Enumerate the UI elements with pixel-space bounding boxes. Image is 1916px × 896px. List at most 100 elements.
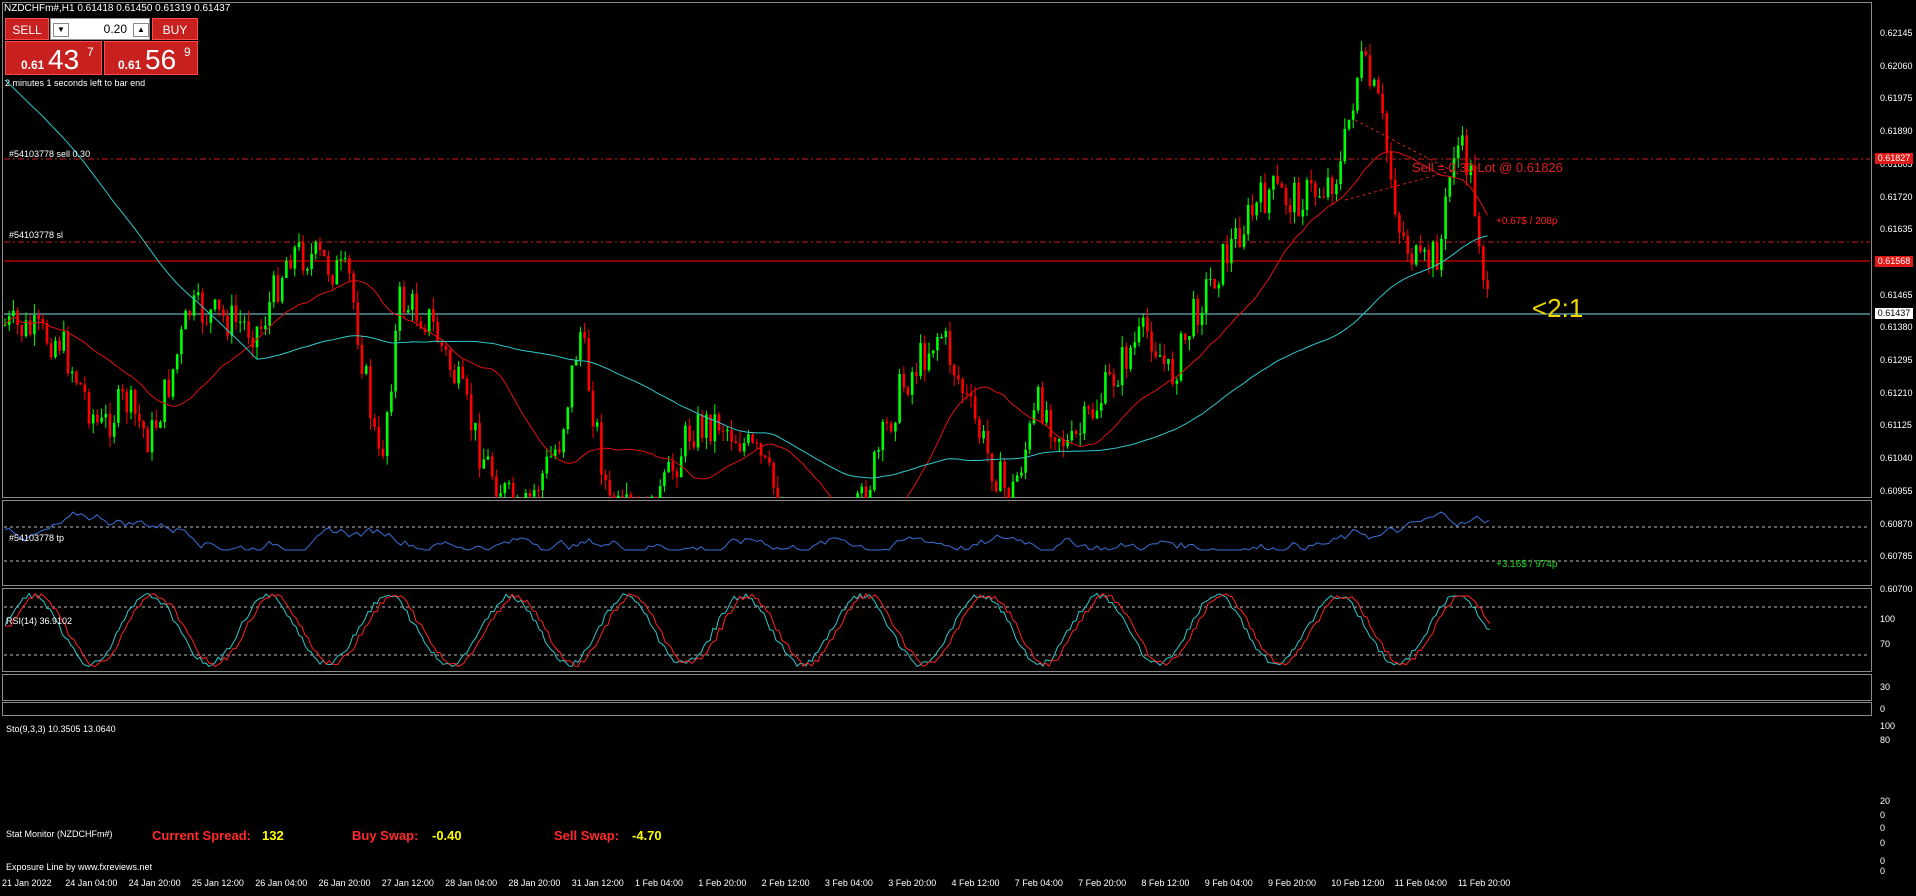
time-axis-label: 3 Feb 20:00 bbox=[888, 878, 937, 888]
time-axis-label: 4 Feb 12:00 bbox=[951, 878, 1000, 888]
candle-body bbox=[37, 315, 40, 320]
candle-body bbox=[721, 430, 725, 432]
candle-body bbox=[16, 310, 19, 326]
sell-swap-label: Sell Swap: bbox=[554, 828, 620, 843]
sell-price-tag: 0.61827 bbox=[1875, 153, 1913, 164]
sl-profit: +0.67$ / 208p bbox=[1496, 216, 1558, 227]
rsi-level-30: 30 bbox=[1880, 682, 1891, 692]
candle-body bbox=[310, 253, 313, 270]
candle-body bbox=[373, 418, 376, 427]
stat-level-top: 0 bbox=[1880, 823, 1886, 833]
sell-price-big: 43 bbox=[48, 44, 80, 75]
sell-price-box[interactable]: 0.61 43 7 bbox=[5, 41, 102, 75]
candle-body bbox=[247, 321, 250, 338]
candle-body bbox=[1217, 284, 1221, 289]
time-axis-label: 7 Feb 20:00 bbox=[1078, 878, 1127, 888]
candle-body bbox=[978, 419, 981, 439]
rsi-pane[interactable] bbox=[2, 500, 1872, 586]
candle-body bbox=[1431, 242, 1435, 268]
candle-body bbox=[444, 346, 448, 350]
time-axis-label: 24 Jan 04:00 bbox=[65, 878, 118, 888]
time-axis-label: 26 Jan 04:00 bbox=[255, 878, 308, 888]
candle-body bbox=[306, 269, 309, 271]
candle-body bbox=[41, 319, 45, 323]
candle-body bbox=[217, 299, 221, 310]
candle-body bbox=[1028, 423, 1032, 450]
candle-body bbox=[297, 242, 301, 248]
candle-body bbox=[20, 325, 24, 337]
candle-body bbox=[482, 459, 486, 469]
candle-body bbox=[936, 337, 939, 351]
candle-body bbox=[339, 259, 343, 261]
candle-body bbox=[268, 302, 271, 326]
candle-body bbox=[763, 455, 767, 458]
candle-body bbox=[994, 481, 998, 492]
candle-body bbox=[671, 461, 675, 472]
candle-body bbox=[751, 434, 754, 443]
chart-title: NZDCHFm#,H1 0.61418 0.61450 0.61319 0.61… bbox=[4, 3, 231, 14]
candle-body bbox=[507, 483, 511, 485]
time-axis-label: 9 Feb 04:00 bbox=[1204, 878, 1253, 888]
candle-body bbox=[1049, 410, 1053, 438]
candle-body bbox=[889, 423, 893, 432]
candle-body bbox=[398, 286, 402, 331]
tp-line-label: #54103778 tp bbox=[9, 533, 65, 543]
exposure-level-bottom: 0 bbox=[1880, 866, 1886, 876]
candle-body bbox=[1402, 232, 1405, 236]
candle-body bbox=[369, 366, 372, 419]
candle-body bbox=[276, 275, 280, 302]
candle-body bbox=[1011, 481, 1015, 498]
price-axis-label: 0.61040 bbox=[1880, 453, 1913, 464]
candle-body bbox=[226, 315, 229, 336]
lot-decrease-button[interactable]: ▼ bbox=[53, 23, 69, 37]
time-axis-label: 11 Feb 04:00 bbox=[1394, 878, 1447, 888]
time-axis-label: 21 Jan 2022 bbox=[2, 878, 52, 888]
candle-body bbox=[205, 322, 208, 324]
lot-increase-button[interactable]: ▲ bbox=[133, 23, 149, 37]
candle-body bbox=[385, 412, 389, 457]
stoch-pane[interactable] bbox=[2, 588, 1872, 672]
candle-body bbox=[948, 331, 952, 366]
time-axis-label: 24 Jan 20:00 bbox=[128, 878, 181, 888]
candle-body bbox=[3, 324, 7, 326]
order-connector bbox=[1344, 169, 1456, 201]
main-chart-pane[interactable] bbox=[2, 2, 1872, 498]
candle-body bbox=[1125, 347, 1128, 369]
candle-body bbox=[1167, 358, 1170, 364]
candle-body bbox=[1318, 196, 1321, 198]
stat-monitor-pane[interactable] bbox=[2, 674, 1872, 701]
candle-body bbox=[1188, 336, 1191, 340]
candle-body bbox=[856, 493, 859, 498]
price-chart[interactable] bbox=[0, 0, 1872, 498]
candle-body bbox=[175, 354, 179, 370]
candle-body bbox=[12, 310, 15, 317]
buy-swap-label: Buy Swap: bbox=[352, 828, 419, 843]
candle-body bbox=[1276, 175, 1279, 184]
sell-button[interactable]: SELL bbox=[5, 18, 49, 40]
candle-body bbox=[931, 350, 935, 354]
candle-body bbox=[1444, 196, 1447, 239]
candle-body bbox=[1427, 249, 1431, 268]
exposure-pane[interactable] bbox=[2, 702, 1872, 716]
candle-body bbox=[171, 369, 175, 397]
time-axis-label: 3 Feb 04:00 bbox=[824, 878, 873, 888]
candle-body bbox=[318, 242, 322, 251]
candle-body bbox=[1255, 202, 1258, 216]
candle-body bbox=[1150, 331, 1153, 352]
lot-stepper[interactable]: ▼ 0.20 ▲ bbox=[50, 18, 150, 40]
candle-body bbox=[54, 340, 57, 358]
stoch-chart bbox=[4, 592, 1870, 668]
candle-body bbox=[402, 286, 406, 313]
candle-body bbox=[1377, 79, 1380, 94]
candle-body bbox=[1225, 243, 1229, 264]
buy-price-box[interactable]: 0.61 56 9 bbox=[104, 41, 198, 75]
buy-button[interactable]: BUY bbox=[152, 18, 198, 40]
sell-swap-value: -4.70 bbox=[632, 828, 662, 843]
candle-body bbox=[24, 320, 28, 337]
lot-input[interactable]: 0.20 bbox=[103, 22, 127, 36]
candle-body bbox=[461, 366, 465, 379]
candle-body bbox=[1356, 77, 1359, 111]
time-axis-label: 27 Jan 12:00 bbox=[381, 878, 434, 888]
candle-body bbox=[1297, 182, 1300, 217]
candle-body bbox=[684, 425, 687, 457]
